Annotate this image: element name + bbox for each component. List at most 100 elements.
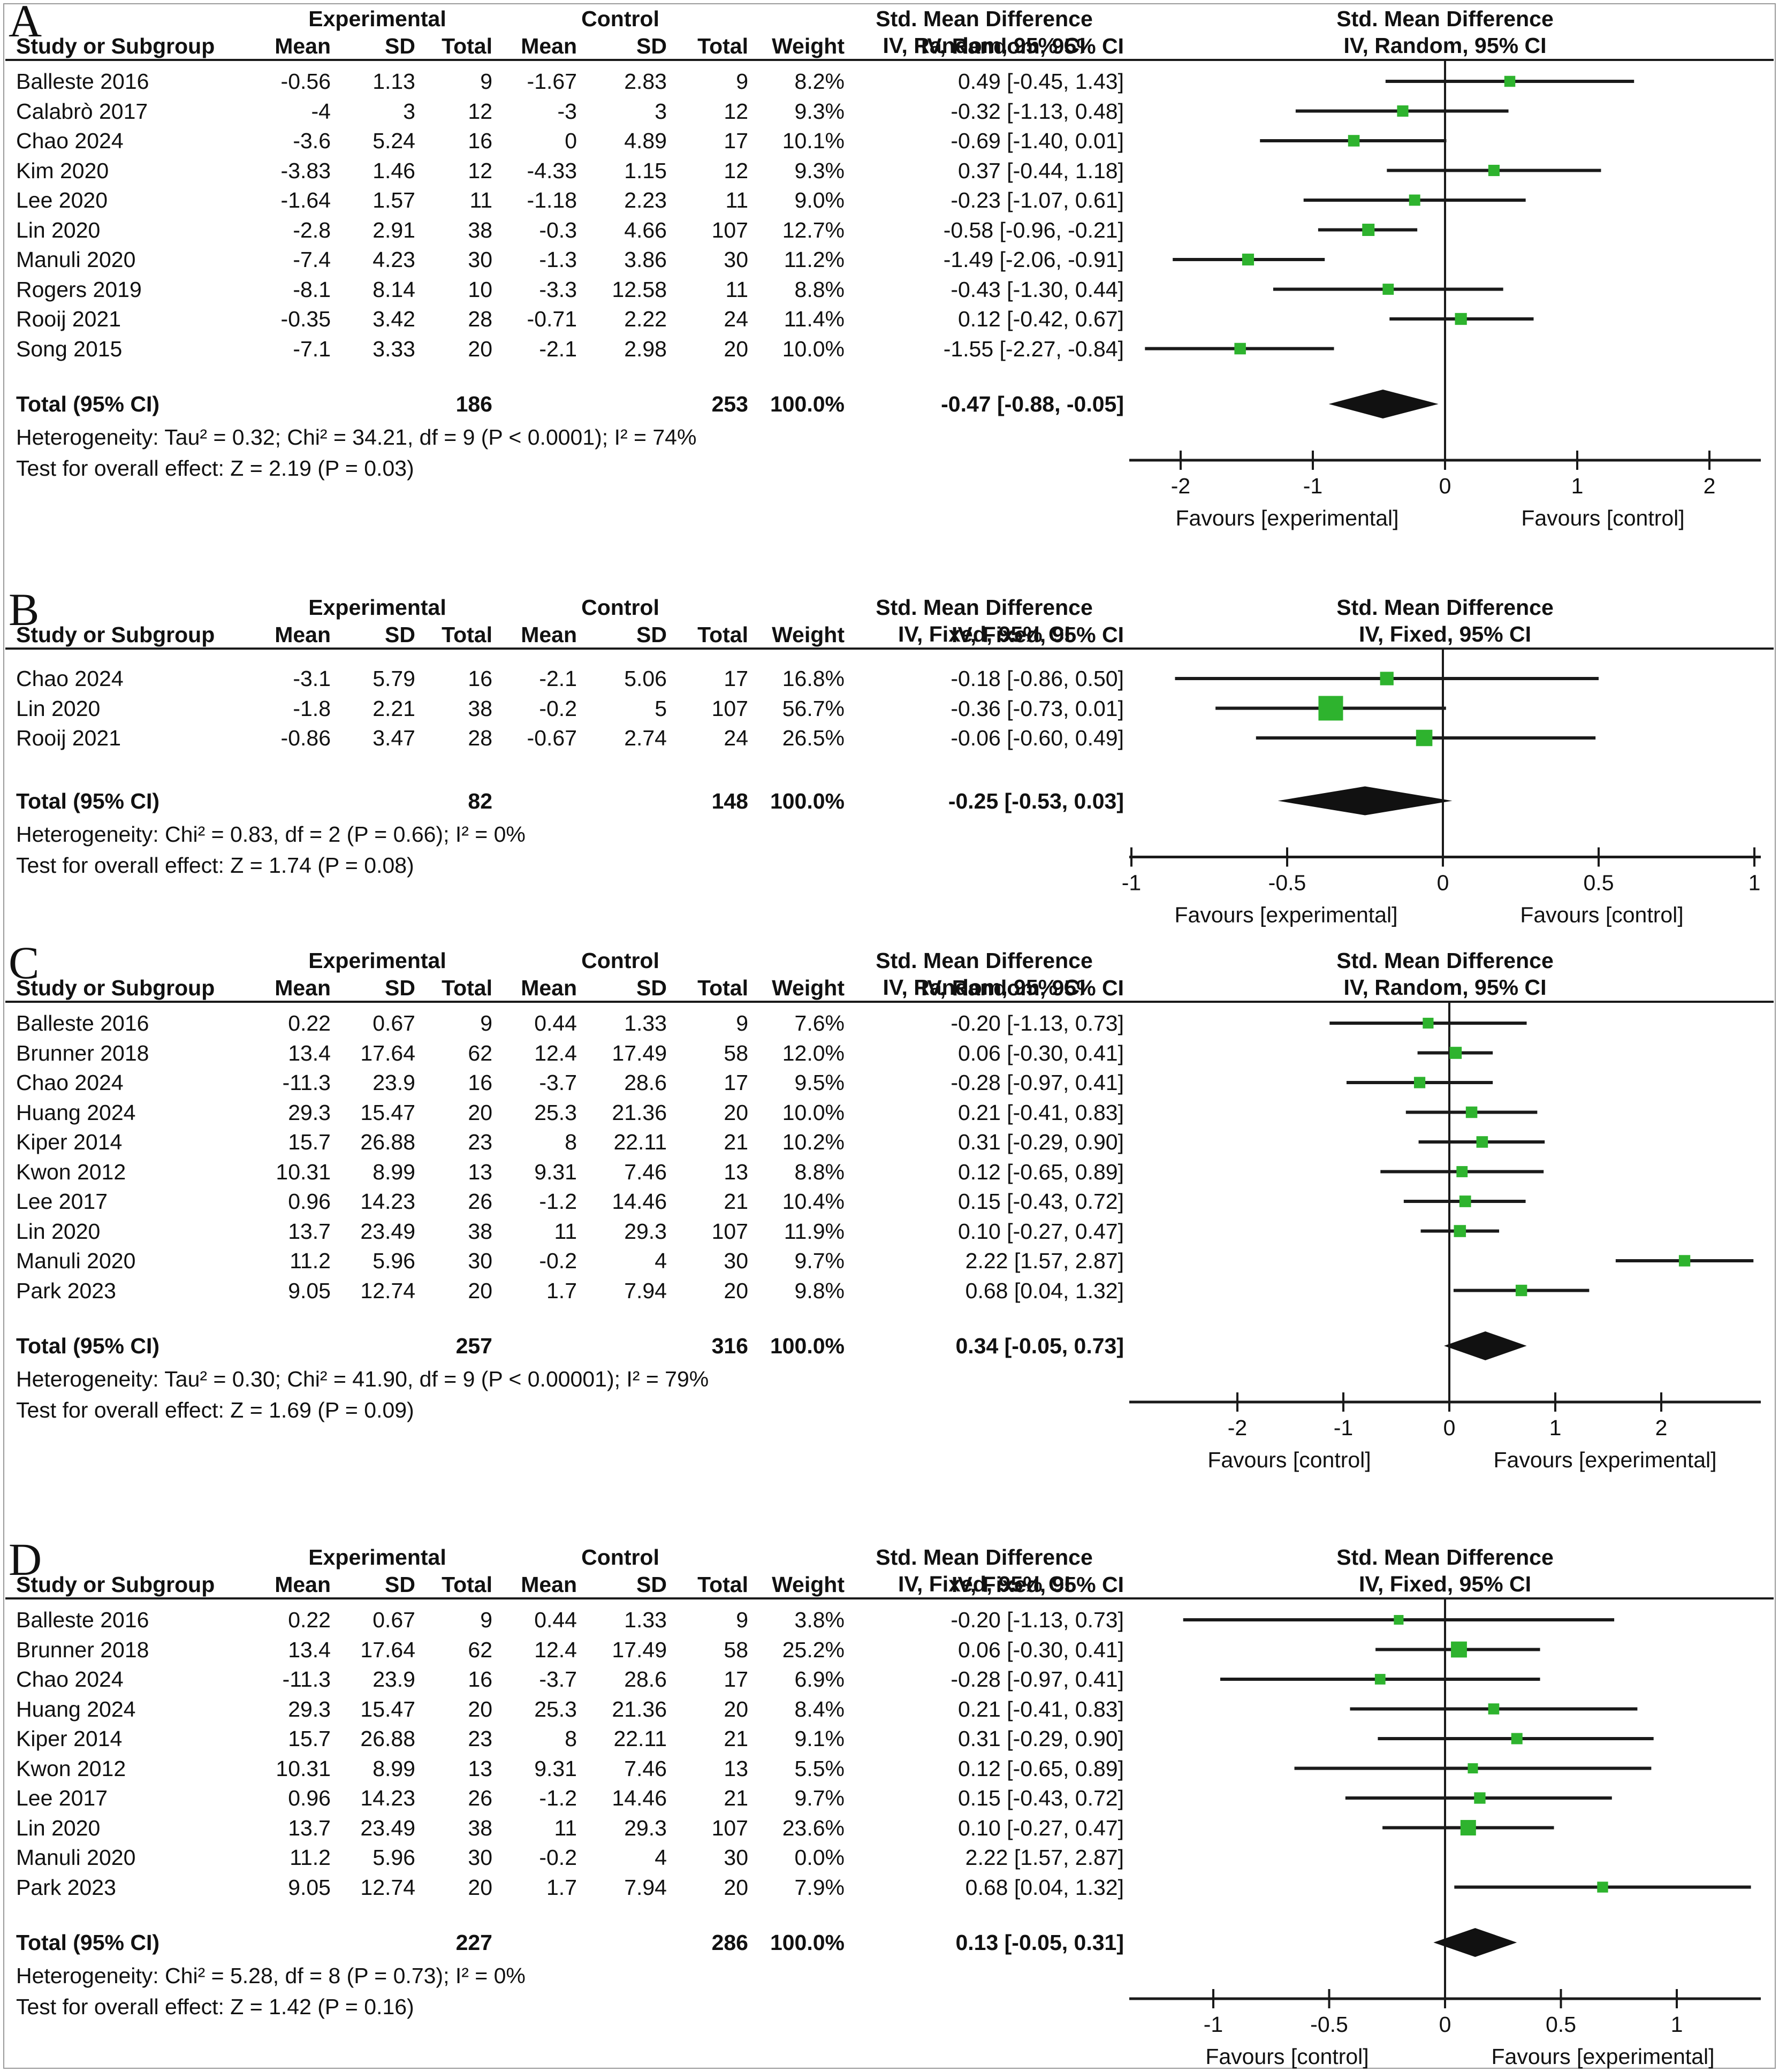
exp-sd-cell: 23.49 [360,1218,415,1244]
study-name: Rogers 2019 [16,277,142,302]
smd-column-header: Std. Mean Difference [876,595,1093,620]
effect-marker [1488,1703,1500,1715]
ctl-sd-cell: 12.58 [612,277,667,302]
column-header: SD [385,34,415,58]
panel-c: C Experimental Control Std. Mean Differe… [0,939,1779,1538]
exp-sd-cell: 23.9 [372,1667,415,1692]
total-weight: 100.0% [770,1334,845,1358]
ctl-sd-cell: 4 [655,1248,667,1273]
ctl-mean-cell: 12.4 [534,1040,577,1065]
control-group-header: Control [581,948,659,973]
exp-mean-cell: 29.3 [288,1696,331,1721]
total-ctl-n: 253 [711,392,748,416]
weight-cell: 9.7% [794,1786,845,1810]
total-ctl-n: 316 [711,1334,748,1358]
weight-cell: 10.2% [782,1130,845,1154]
axis-tick-label: 1 [1571,474,1584,498]
study-name: Park 2023 [16,1875,116,1900]
study-name: Calabrò 2017 [16,98,148,124]
axis-tick-label: 0.5 [1546,2012,1576,2037]
column-header: IV, Fixed, 95% CI [951,622,1124,647]
ctl-mean-cell: -0.3 [539,217,577,242]
exp-sd-cell: 2.21 [372,696,415,721]
exp-mean-cell: 9.05 [288,1875,331,1900]
weight-cell: 9.3% [794,98,845,124]
exp-mean-cell: -0.86 [280,726,331,750]
exp-total-cell: 10 [468,277,492,302]
effect-marker [1242,253,1255,266]
smd-plot-model-header: IV, Fixed, 95% CI [1358,622,1532,646]
exp-total-cell: 12 [468,98,492,124]
ctl-mean-cell: -3.7 [539,1667,577,1692]
column-header: SD [636,34,667,58]
study-name: Balleste 2016 [16,1608,149,1632]
effect-marker [1504,75,1516,87]
ctl-total-cell: 24 [724,726,748,750]
ci-text-cell: 0.12 [-0.65, 0.89] [957,1159,1124,1184]
ci-text-cell: 0.12 [-0.65, 0.89] [957,1756,1124,1781]
exp-mean-cell: -8.1 [293,277,331,302]
ci-text-cell: -1.49 [-2.06, -0.91] [943,247,1124,272]
axis-tick-label: 0 [1437,871,1449,895]
ctl-sd-cell: 2.83 [624,69,667,94]
column-header: Total [697,976,748,1000]
exp-mean-cell: -4 [311,98,331,124]
study-name: Lee 2017 [16,1786,108,1810]
effect-marker [1515,1284,1527,1297]
ci-text-cell: 0.49 [-0.45, 1.43] [957,69,1124,94]
exp-sd-cell: 5.24 [372,128,415,153]
study-name: Kim 2020 [16,158,109,183]
control-group-header: Control [581,595,659,620]
exp-sd-cell: 5.96 [372,1248,415,1273]
weight-cell: 9.5% [794,1070,845,1095]
exp-mean-cell: 13.4 [288,1637,331,1662]
panel-b: B Experimental Control Std. Mean Differe… [0,585,1779,942]
ci-text-cell: -0.28 [-0.97, 0.41] [951,1667,1124,1692]
ctl-mean-cell: 0.44 [534,1011,577,1035]
ctl-mean-cell: 12.4 [534,1637,577,1662]
column-header: Weight [772,976,845,1000]
weight-cell: 12.0% [782,1040,845,1065]
effect-marker [1234,342,1246,355]
study-name: Song 2015 [16,336,123,361]
column-header: SD [385,1572,415,1597]
weight-cell: 16.8% [782,666,845,691]
axis-tick-label: -1 [1204,2012,1223,2037]
ctl-mean-cell: 1.7 [546,1278,577,1303]
axis-tick-label: -1 [1303,474,1322,498]
ci-text-cell: -0.32 [-1.13, 0.48] [951,98,1124,124]
exp-mean-cell: 9.05 [288,1278,331,1303]
ctl-total-cell: 11 [725,188,748,212]
exp-sd-cell: 8.99 [372,1159,415,1184]
ctl-mean-cell: 0 [565,128,577,153]
exp-mean-cell: -3.6 [293,128,331,153]
total-label: Total (95% CI) [16,1930,160,1955]
ctl-total-cell: 20 [724,336,748,361]
exp-sd-cell: 17.64 [360,1637,415,1662]
ctl-sd-cell: 2.22 [624,307,667,331]
exp-total-cell: 16 [468,666,492,691]
ctl-total-cell: 21 [724,1786,748,1810]
ctl-total-cell: 17 [724,1070,748,1095]
weight-cell: 5.5% [794,1756,845,1781]
exp-sd-cell: 3.47 [372,726,415,750]
weight-cell: 26.5% [782,726,845,750]
effect-marker [1597,1881,1608,1893]
weight-cell: 11.2% [784,247,845,272]
study-name: Manuli 2020 [16,1845,136,1870]
ci-text-cell: -0.43 [-1.30, 0.44] [951,277,1124,302]
exp-sd-cell: 14.23 [360,1786,415,1810]
exp-mean-cell: 0.22 [288,1011,331,1035]
study-name: Brunner 2018 [16,1040,149,1065]
axis-tick-label: 1 [1549,1415,1562,1440]
weight-cell: 25.2% [782,1637,845,1662]
column-header: Weight [772,622,845,647]
ctl-sd-cell: 3.86 [624,247,667,272]
exp-total-cell: 62 [468,1637,492,1662]
column-header: Total [697,34,748,58]
column-header: IV, Fixed, 95% CI [951,1572,1124,1597]
exp-sd-cell: 4.23 [372,247,415,272]
ctl-mean-cell: 9.31 [534,1756,577,1781]
weight-cell: 0.0% [794,1845,845,1870]
weight-cell: 11.9% [784,1218,845,1244]
